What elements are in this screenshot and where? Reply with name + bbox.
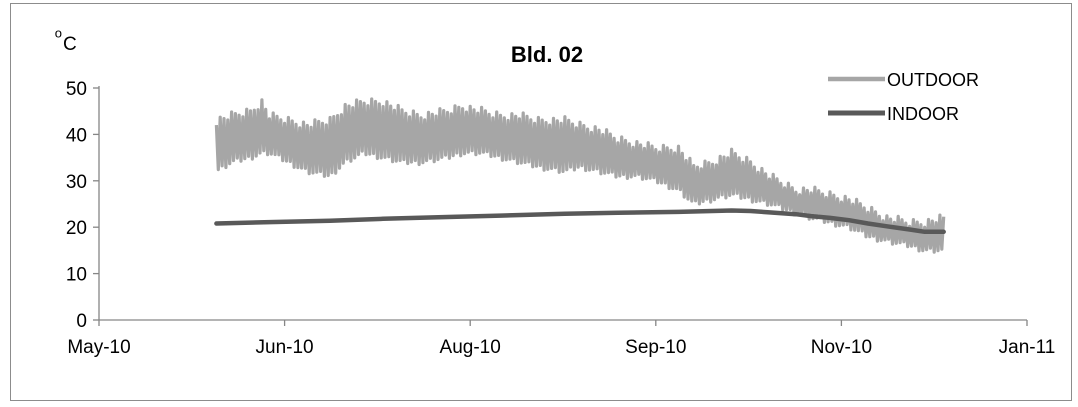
y-tick-label: 0 (76, 311, 87, 332)
y-tick-label: 20 (66, 218, 87, 239)
indoor-line-path (214, 208, 946, 235)
x-tick-label: Jan-11 (999, 337, 1056, 358)
series-indoor (214, 208, 946, 235)
axes: 0 10 20 30 40 50 May-10 Jun-10 Aug-10 Sep-10 Nov-1… (66, 79, 1055, 358)
x-tick-label: Nov-10 (811, 337, 872, 358)
y-tick-label: 30 (66, 172, 87, 193)
legend-label-indoor: INDOOR (887, 104, 959, 124)
legend-label-outdoor: OUTDOOR (887, 70, 979, 90)
series-outdoor (214, 97, 946, 254)
y-axis-unit: C (63, 34, 77, 55)
x-tick-label: Sep-10 (625, 337, 686, 358)
y-tick-label: 50 (66, 79, 87, 100)
legend: OUTDOOR INDOOR (828, 70, 979, 124)
y-tick-label: 10 (66, 265, 87, 286)
y-axis-unit-superscript: o (55, 26, 62, 41)
y-tick-label: 40 (66, 125, 87, 146)
outdoor-line (214, 97, 946, 254)
x-tick-label: Aug-10 (440, 337, 501, 358)
x-tick-label: May-10 (67, 337, 130, 358)
chart-frame (10, 3, 1072, 401)
x-tick-label: Jun-10 (256, 337, 314, 358)
chart-title: Bld. 02 (511, 42, 583, 67)
